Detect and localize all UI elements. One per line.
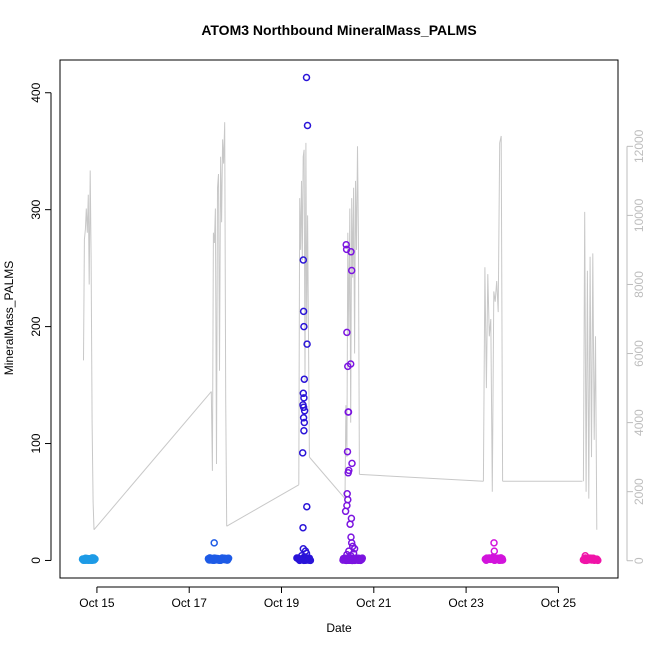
data-point xyxy=(498,556,507,564)
data-point xyxy=(346,552,355,560)
altitude-line-segment-3 xyxy=(298,142,310,485)
plot-frame xyxy=(59,59,619,579)
data-point xyxy=(299,414,308,422)
series-5 xyxy=(481,539,507,565)
data-point xyxy=(343,550,351,559)
y2-tick-label: 6000 xyxy=(632,340,646,367)
data-point xyxy=(224,554,233,563)
y-axis-right: 0 2000 4000 6000 8000 10000 12000 xyxy=(626,129,646,564)
data-point xyxy=(489,553,498,561)
y2-tick-label: 12000 xyxy=(632,129,646,163)
data-point xyxy=(343,447,352,456)
data-point xyxy=(342,240,350,249)
data-point xyxy=(300,426,308,435)
data-point xyxy=(300,407,309,415)
y-axis-left: 0 100 200 300 400 xyxy=(29,82,52,564)
altitude-line-segment-1 xyxy=(83,170,95,530)
data-point xyxy=(490,539,498,547)
data-point xyxy=(303,340,311,348)
series-3 xyxy=(293,73,315,565)
data-point xyxy=(299,523,307,532)
series-6 xyxy=(579,552,602,565)
altitude-line-layer xyxy=(83,122,598,530)
data-point xyxy=(299,307,308,316)
y2-tick-label: 4000 xyxy=(632,409,646,436)
y-axis-label: MineralMass_PALMS xyxy=(2,261,16,375)
x-tick-label: Oct 23 xyxy=(448,596,484,610)
y-tick-label: 0 xyxy=(29,557,43,564)
altitude-line-segment-5 xyxy=(482,135,504,492)
data-point xyxy=(299,256,308,264)
data-point xyxy=(341,507,350,516)
data-point xyxy=(358,554,367,562)
data-point xyxy=(300,375,309,383)
altitude-line-segment-6 xyxy=(582,211,598,530)
x-tick-label: Oct 25 xyxy=(541,596,577,610)
data-point xyxy=(210,539,218,547)
altitude-line-segment-4 xyxy=(344,146,360,499)
y2-tick-label: 2000 xyxy=(632,478,646,505)
y-tick-label: 100 xyxy=(29,433,43,453)
y2-tick-label: 10000 xyxy=(632,198,646,232)
data-point xyxy=(348,459,356,468)
altitude-connector-2 xyxy=(226,484,300,527)
series-2 xyxy=(204,539,233,565)
data-point xyxy=(581,552,590,560)
altitude-connector-1 xyxy=(93,391,212,530)
altitude-line-segment-2 xyxy=(210,122,228,527)
data-point xyxy=(347,539,356,547)
data-point xyxy=(299,403,308,412)
data-point xyxy=(303,502,311,511)
data-point xyxy=(344,408,352,416)
scatter-points-layer xyxy=(78,73,602,565)
series-4 xyxy=(339,240,367,565)
data-point xyxy=(298,449,307,457)
x-tick-label: Oct 17 xyxy=(172,596,208,610)
x-tick-label: Oct 19 xyxy=(264,596,300,610)
data-point xyxy=(343,328,351,337)
data-point xyxy=(306,556,315,565)
data-point xyxy=(303,121,312,130)
altitude-connector-3 xyxy=(309,456,346,499)
x-tick-label: Oct 21 xyxy=(356,596,392,610)
y-tick-label: 300 xyxy=(29,199,43,219)
data-point xyxy=(347,266,356,275)
chart-title: ATOM3 Northbound MineralMass_PALMS xyxy=(201,22,476,38)
data-point xyxy=(299,389,308,398)
data-point xyxy=(302,73,311,82)
y-tick-label: 400 xyxy=(29,82,43,102)
data-point xyxy=(300,322,308,331)
data-point xyxy=(344,469,352,477)
altitude-connector-4 xyxy=(359,473,484,482)
x-tick-label: Oct 15 xyxy=(79,596,115,610)
y2-tick-label: 0 xyxy=(632,557,646,564)
data-point xyxy=(344,362,352,371)
data-point xyxy=(346,520,354,528)
y2-tick-label: 8000 xyxy=(632,271,646,298)
y-tick-label: 200 xyxy=(29,316,43,336)
x-axis: Oct 15 Oct 17 Oct 19 Oct 21 Oct 23 Oct 25 xyxy=(79,586,577,610)
data-point xyxy=(347,248,355,256)
series-1 xyxy=(78,554,99,565)
data-point xyxy=(300,394,308,402)
data-point xyxy=(91,555,99,563)
data-point xyxy=(300,553,309,561)
x-axis-label: Date xyxy=(326,621,352,635)
data-point xyxy=(300,418,309,427)
data-point xyxy=(594,556,602,565)
